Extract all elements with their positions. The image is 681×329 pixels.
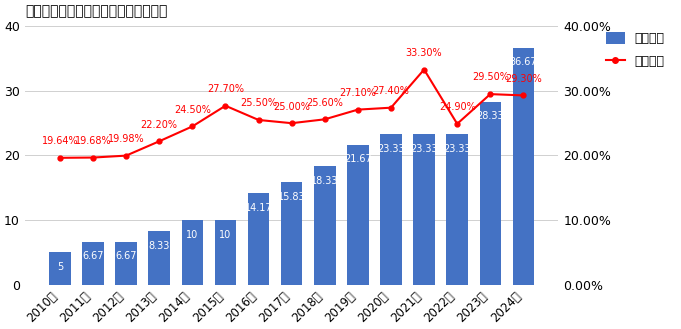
Text: 19.68%: 19.68% <box>75 136 111 146</box>
Bar <box>115 241 137 285</box>
Text: マツキヨの一株配当・配当性向の推移: マツキヨの一株配当・配当性向の推移 <box>25 4 168 18</box>
Text: 29.50%: 29.50% <box>472 72 509 83</box>
Text: 8.33: 8.33 <box>148 240 170 251</box>
Bar <box>215 220 236 285</box>
Bar <box>281 183 302 285</box>
Text: 6.67: 6.67 <box>115 251 137 261</box>
Text: 24.90%: 24.90% <box>439 102 475 112</box>
Text: 27.40%: 27.40% <box>373 86 409 96</box>
Bar <box>513 48 534 285</box>
Text: 19.64%: 19.64% <box>42 136 78 146</box>
Text: 14.17: 14.17 <box>244 203 272 213</box>
Text: 36.67: 36.67 <box>509 58 537 67</box>
Text: 10: 10 <box>219 230 232 240</box>
Bar <box>248 193 269 285</box>
Text: 24.50%: 24.50% <box>174 105 211 115</box>
Text: 15.83: 15.83 <box>278 192 306 202</box>
Text: 25.00%: 25.00% <box>273 102 310 112</box>
Text: 29.30%: 29.30% <box>505 74 542 84</box>
Text: 23.33: 23.33 <box>377 144 405 154</box>
Text: 23.33: 23.33 <box>410 144 438 154</box>
Text: 19.98%: 19.98% <box>108 134 144 144</box>
Text: 25.60%: 25.60% <box>306 98 343 108</box>
Bar <box>380 134 402 285</box>
Bar <box>182 220 203 285</box>
Bar <box>148 231 170 285</box>
Text: 10: 10 <box>186 230 198 240</box>
Text: 33.30%: 33.30% <box>406 48 443 58</box>
Text: 18.33: 18.33 <box>311 176 338 186</box>
Text: 5: 5 <box>57 262 63 272</box>
Bar <box>347 145 368 285</box>
Bar <box>82 241 104 285</box>
Text: 25.50%: 25.50% <box>240 98 277 108</box>
Bar <box>447 134 468 285</box>
Bar <box>479 102 501 285</box>
Legend: 一株配当, 配当性向: 一株配当, 配当性向 <box>601 27 669 73</box>
Text: 21.67: 21.67 <box>344 154 372 164</box>
Text: 27.10%: 27.10% <box>339 88 377 98</box>
Text: 23.33: 23.33 <box>443 144 471 154</box>
Text: 28.33: 28.33 <box>477 111 504 121</box>
Bar <box>49 252 71 285</box>
Text: 22.20%: 22.20% <box>141 120 178 130</box>
Bar <box>413 134 435 285</box>
Text: 6.67: 6.67 <box>82 251 104 261</box>
Text: 27.70%: 27.70% <box>207 84 244 94</box>
Bar <box>314 166 336 285</box>
